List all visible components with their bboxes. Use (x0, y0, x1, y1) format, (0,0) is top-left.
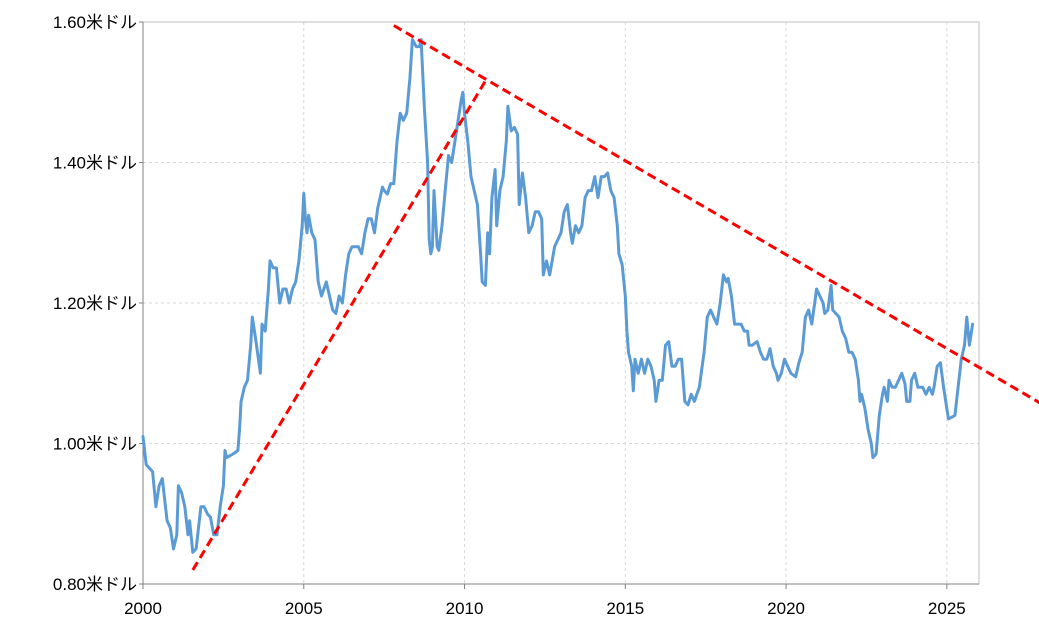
x-tick-label: 2000 (124, 599, 162, 618)
series-layer (141, 38, 975, 554)
y-tick-label: 1.20米ドル (53, 294, 137, 313)
y-tick-label: 1.00米ドル (53, 435, 137, 454)
x-tick-label: 2015 (606, 599, 644, 618)
grid-lines (143, 22, 979, 584)
x-tick-label: 2010 (446, 599, 484, 618)
trendline-layer (191, 24, 1039, 571)
y-tick-label: 1.60米ドル (53, 13, 137, 32)
y-tick-label: 1.40米ドル (53, 154, 137, 173)
x-tick-label: 2020 (767, 599, 805, 618)
x-tick-label: 2005 (285, 599, 323, 618)
x-tick-label: 2025 (928, 599, 966, 618)
series-line (141, 38, 975, 554)
x-axis: 2000 2005 2010 2015 2020 2025 (124, 583, 979, 618)
y-axis: 0.80米ドル 1.00米ドル 1.20米ドル 1.40米ドル 1.60米ドル (53, 13, 144, 594)
trendline (191, 77, 489, 571)
y-tick-label: 0.80米ドル (53, 575, 137, 594)
